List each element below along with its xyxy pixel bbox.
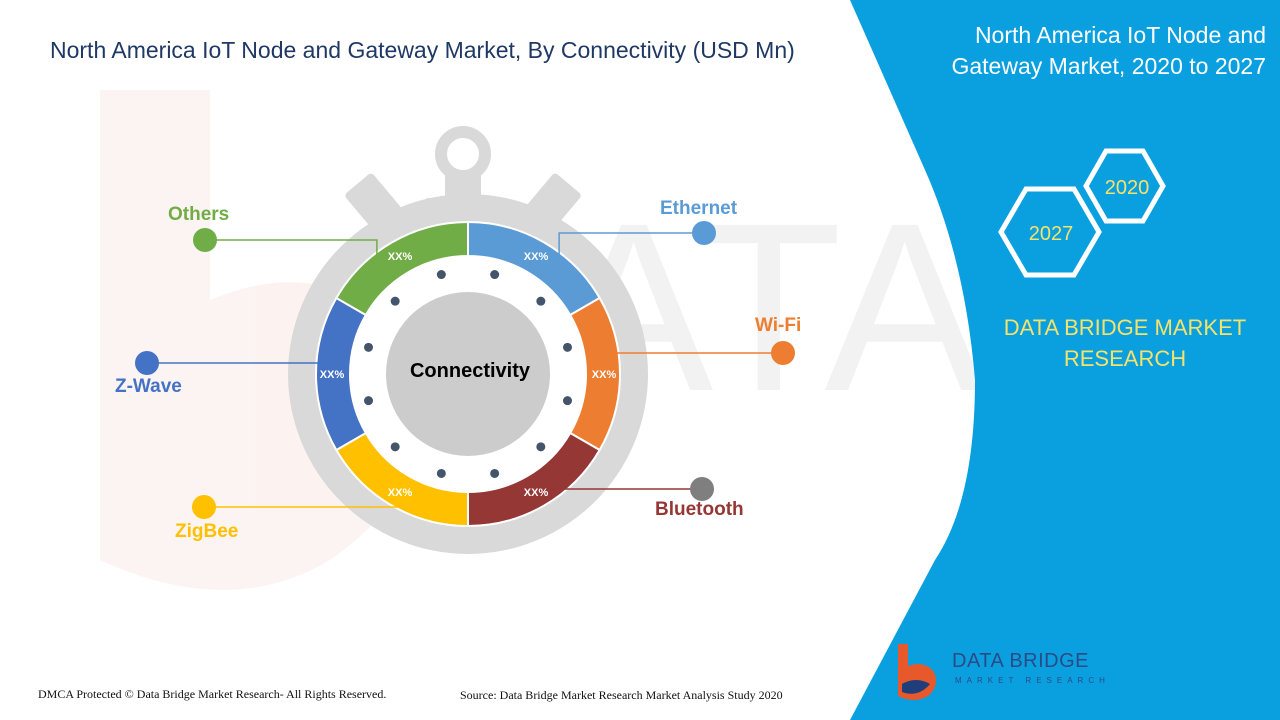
tick-dot bbox=[436, 270, 446, 280]
logo-icon bbox=[898, 644, 936, 700]
hexagon-2020 bbox=[1083, 148, 1166, 224]
tick-dots bbox=[364, 270, 572, 478]
tick-dot bbox=[390, 296, 400, 306]
slice-value-label: XX% bbox=[388, 251, 413, 263]
slice-value-label: XX% bbox=[524, 251, 549, 263]
legend-dot bbox=[692, 221, 716, 245]
tick-dot bbox=[364, 342, 374, 352]
slice-others bbox=[334, 220, 469, 317]
leader-line bbox=[522, 488, 702, 512]
logo-tagline: MARKET RESEARCH bbox=[955, 676, 1110, 685]
legend-dot bbox=[193, 228, 217, 252]
tick-dot bbox=[536, 296, 546, 306]
tick-dot bbox=[562, 396, 572, 406]
series-label-bluetooth: Bluetooth bbox=[655, 499, 744, 520]
series-label-zigbee: ZigBee bbox=[175, 521, 239, 542]
tick-dot bbox=[436, 468, 446, 478]
leader-line bbox=[558, 232, 704, 258]
year-2027: 2027 bbox=[1029, 223, 1074, 245]
series-label-z-wave: Z-Wave bbox=[115, 376, 182, 397]
source-text: Source: Data Bridge Market Research Mark… bbox=[460, 688, 783, 702]
side-panel bbox=[850, 0, 1280, 720]
tick-dot bbox=[490, 468, 500, 478]
logo-name: DATA BRIDGE bbox=[952, 650, 1090, 672]
leader-line bbox=[205, 239, 378, 258]
leader-lines bbox=[135, 221, 795, 519]
tick-dot bbox=[562, 342, 572, 352]
series-label-wi-fi: Wi-Fi bbox=[755, 315, 802, 336]
connectivity-ring bbox=[315, 220, 621, 528]
tick-dot bbox=[490, 270, 500, 280]
tick-dot bbox=[364, 396, 374, 406]
slice-value-label: XX% bbox=[524, 487, 549, 499]
slice-value-labels: XX% XX% XX% XX% XX% XX% bbox=[320, 251, 617, 499]
center-disc bbox=[386, 292, 550, 456]
chart-title: North America IoT Node and Gateway Marke… bbox=[50, 37, 795, 63]
legend-dot bbox=[135, 351, 159, 375]
leader-line bbox=[147, 353, 323, 364]
legend-dot bbox=[192, 495, 216, 519]
slice-value-label: XX% bbox=[592, 369, 617, 381]
center-label: Connectivity bbox=[410, 360, 531, 382]
side-panel-title: North America IoT Node and Gateway Marke… bbox=[951, 22, 1266, 79]
year-2020: 2020 bbox=[1105, 177, 1150, 199]
copyright-text: DMCA Protected © Data Bridge Market Rese… bbox=[38, 687, 387, 701]
legend-dot bbox=[690, 477, 714, 501]
brand-text: DATA BRIDGE MARKET RESEARCH bbox=[1003, 315, 1247, 371]
series-label-others: Others bbox=[168, 204, 230, 225]
slice-value-label: XX% bbox=[388, 487, 413, 499]
series-label-ethernet: Ethernet bbox=[660, 198, 738, 219]
tick-dot bbox=[536, 442, 546, 452]
leader-line bbox=[204, 506, 414, 512]
tick-dot bbox=[390, 442, 400, 452]
slice-value-label: XX% bbox=[320, 369, 345, 381]
legend-dot bbox=[771, 341, 795, 365]
hexagon-2027 bbox=[998, 186, 1102, 278]
